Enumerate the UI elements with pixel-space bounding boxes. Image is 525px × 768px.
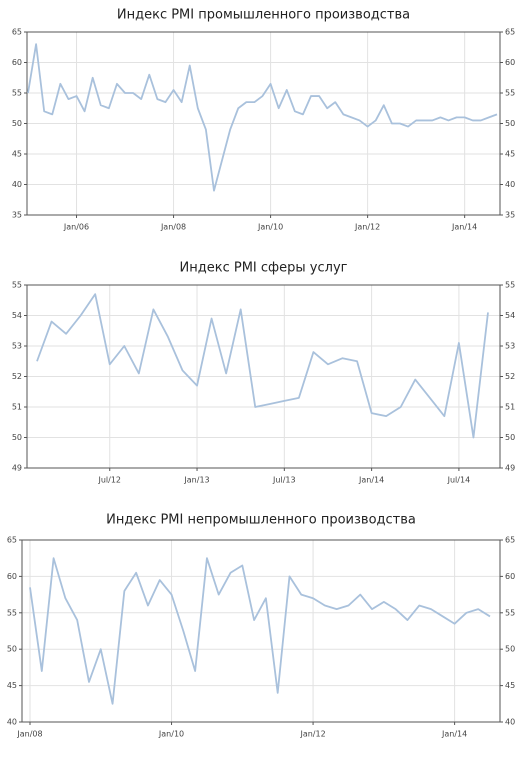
y-tick-label: 52: [12, 372, 22, 381]
y-tick-label: 51: [12, 403, 22, 412]
x-tick-label: Jan/08: [160, 223, 186, 232]
y-tick-label: 40: [12, 180, 22, 189]
y2-tick-label: 52: [505, 372, 515, 381]
y2-tick-label: 55: [505, 89, 515, 98]
y2-tick-label: 60: [505, 572, 515, 581]
y-tick-label: 55: [12, 281, 22, 290]
y2-tick-label: 51: [505, 403, 515, 412]
plot-frame: [21, 539, 501, 723]
y-tick-label: 54: [12, 311, 22, 320]
x-tick-label: Jan/10: [158, 730, 184, 739]
y2-tick-label: 45: [505, 150, 515, 159]
x-tick-label: Jul/14: [447, 476, 471, 485]
y-tick-label: 60: [7, 572, 17, 581]
plot-frame: [26, 31, 501, 216]
y2-tick-label: 35: [505, 211, 515, 220]
plot-frame: [26, 284, 501, 469]
y-tick-label: 55: [12, 89, 22, 98]
y-tick-label: 50: [12, 433, 22, 442]
y2-tick-label: 60: [505, 58, 515, 67]
x-tick-label: Jan/12: [354, 223, 380, 232]
y-tick-label: 35: [12, 211, 22, 220]
y2-tick-label: 50: [505, 433, 515, 442]
y-tick-label: 50: [12, 119, 22, 128]
x-tick-label: Jan/10: [257, 223, 283, 232]
x-tick-label: Jul/13: [272, 476, 296, 485]
y2-tick-label: 49: [505, 464, 515, 473]
x-tick-label: Jan/14: [441, 730, 467, 739]
chart-title: Индекс PMI промышленного производства: [117, 8, 410, 23]
y2-tick-label: 53: [505, 342, 515, 351]
x-tick-label: Jan/14: [358, 476, 384, 485]
chart-title: Индекс PMI непромышленного производства: [106, 513, 416, 528]
data-line: [36, 293, 489, 439]
y-tick-label: 65: [7, 536, 17, 545]
y-tick-label: 65: [12, 28, 22, 37]
y2-tick-label: 55: [505, 608, 515, 617]
x-tick-label: Jan/12: [299, 730, 325, 739]
y-tick-label: 60: [12, 58, 22, 67]
y-tick-label: 55: [7, 608, 17, 617]
y-tick-label: 45: [12, 150, 22, 159]
data-line: [27, 43, 498, 192]
y2-tick-label: 65: [505, 28, 515, 37]
y-tick-label: 49: [12, 464, 22, 473]
x-tick-label: Jan/06: [63, 223, 89, 232]
y-tick-label: 45: [7, 681, 17, 690]
chart-title: Индекс PMI сферы услуг: [180, 261, 348, 276]
y2-tick-label: 50: [505, 119, 515, 128]
x-tick-label: Jan/14: [451, 223, 477, 232]
y2-tick-label: 45: [505, 681, 515, 690]
x-tick-label: Jul/12: [97, 476, 121, 485]
data-line: [29, 557, 491, 705]
y-tick-label: 50: [7, 645, 17, 654]
y2-tick-label: 40: [505, 180, 515, 189]
y2-tick-label: 55: [505, 281, 515, 290]
x-tick-label: Jan/13: [183, 476, 209, 485]
y2-tick-label: 50: [505, 645, 515, 654]
y-tick-label: 40: [7, 718, 17, 727]
y-tick-label: 53: [12, 342, 22, 351]
y2-tick-label: 54: [505, 311, 515, 320]
x-tick-label: Jan/08: [16, 730, 42, 739]
y2-tick-label: 65: [505, 536, 515, 545]
y2-tick-label: 40: [505, 718, 515, 727]
